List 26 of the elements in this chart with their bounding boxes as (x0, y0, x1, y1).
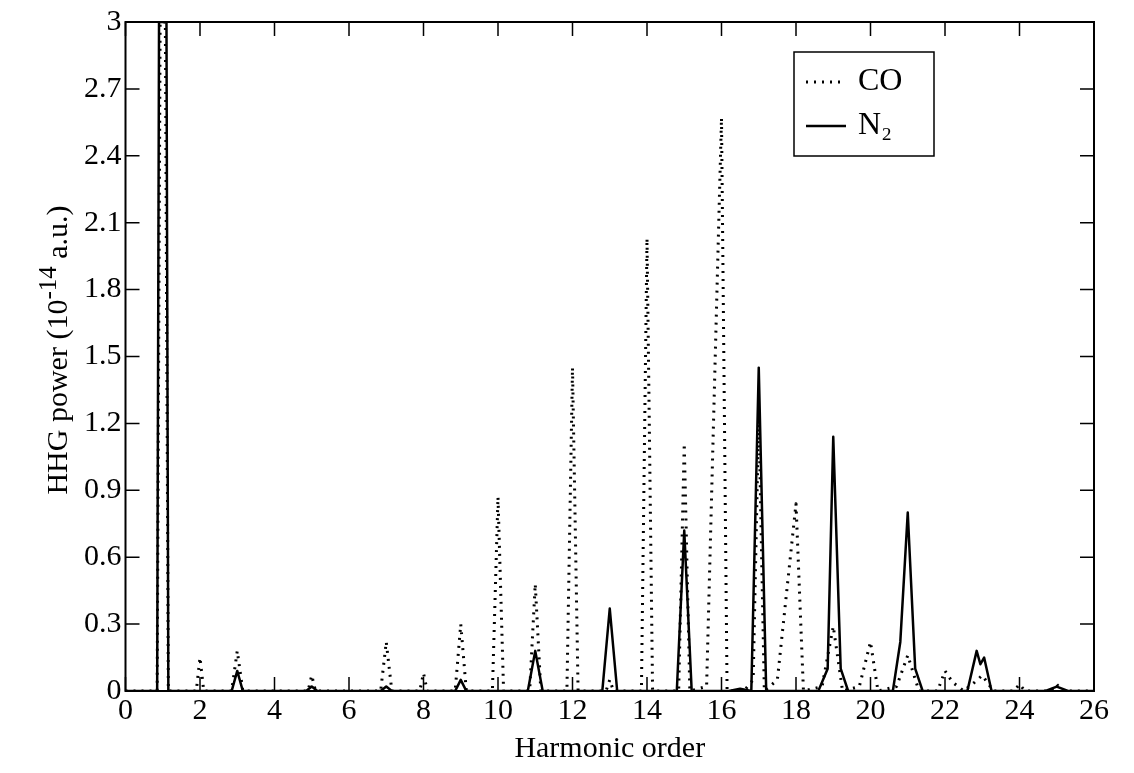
y-tick-label: 2.7 (84, 69, 122, 103)
y-tick-label: 1.2 (84, 404, 122, 438)
x-axis-title: Harmonic order (514, 729, 706, 763)
x-tick-label: 6 (341, 691, 357, 725)
x-tick-label: 22 (930, 691, 960, 725)
x-tick-label: 26 (1079, 691, 1109, 725)
x-tick-label: 8 (416, 691, 431, 725)
y-tick-label: 2.4 (84, 136, 122, 170)
y-tick-label: 1.8 (84, 270, 122, 304)
x-tick-label: 4 (267, 691, 282, 725)
x-tick-label: 18 (781, 691, 811, 725)
x-tick-label: 16 (706, 691, 737, 725)
x-tick-label: 24 (1004, 691, 1035, 725)
x-tick-label: 12 (557, 691, 588, 725)
y-tick-label: 0.9 (84, 471, 122, 505)
y-tick-label: 0.6 (84, 538, 122, 572)
y-tick-label: 2.1 (84, 203, 122, 237)
x-tick-label: 14 (632, 691, 662, 725)
legend-label: CO (858, 61, 903, 98)
x-tick-label: 20 (855, 691, 886, 725)
legend-label: N₂ (858, 105, 893, 142)
x-tick-label: 2 (192, 691, 208, 725)
y-tick-label: 0.3 (84, 604, 122, 638)
y-tick-label: 3 (106, 2, 122, 36)
x-tick-label: 10 (483, 691, 513, 725)
y-tick-label: 1.5 (84, 337, 122, 371)
